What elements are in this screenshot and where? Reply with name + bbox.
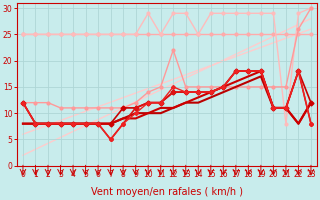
X-axis label: Vent moyen/en rafales ( km/h ): Vent moyen/en rafales ( km/h ): [91, 187, 243, 197]
